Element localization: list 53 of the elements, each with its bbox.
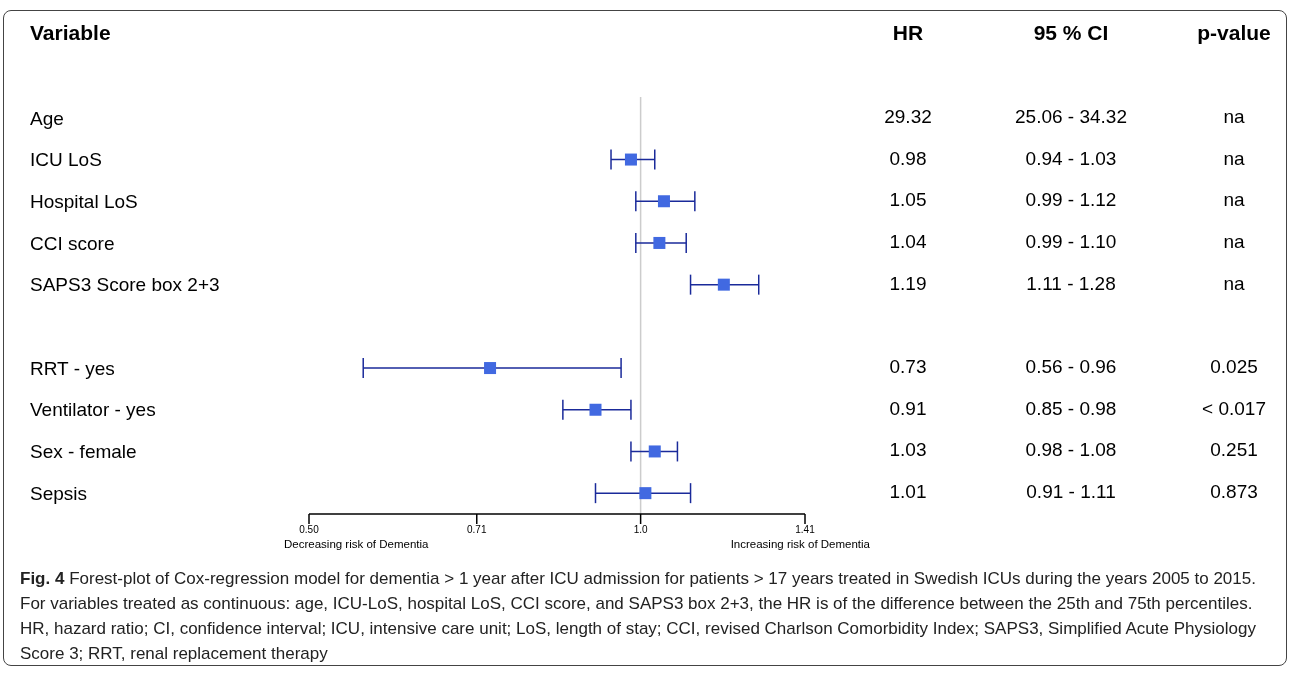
data-label: 1.05 — [889, 189, 927, 211]
y-tick-label: ICU LoS — [30, 149, 102, 171]
text: na — [1223, 272, 1245, 294]
y-tick-label: SAPS3 Score box 2+3 — [30, 274, 220, 296]
text: 0.873 — [1210, 481, 1258, 503]
x-tick-label: 0.71 — [467, 524, 487, 536]
text: na — [1223, 230, 1245, 252]
data-label: 0.91 — [889, 397, 927, 419]
text: na — [1223, 147, 1245, 169]
point — [657, 195, 670, 208]
text: 0.94 - 1.03 — [1025, 147, 1117, 169]
text: na — [1223, 189, 1245, 211]
text: 0.56 - 0.96 — [1025, 356, 1117, 378]
x-tick-label: 1.0 — [633, 524, 649, 536]
text: HR — [892, 20, 924, 44]
text: na — [1223, 105, 1245, 127]
data-label: 1.04 — [889, 230, 927, 252]
x-tick-label: 0.50 — [299, 524, 320, 536]
text: 0.025 — [1210, 356, 1258, 378]
caption: Fig. 4 Forest-plot of Cox-regression model for dementia > 1 year after ICU admission for patients > 17 years treated in Swedish ICUs during the years 2005 to 2015. For variables treated as continuous: age, ICU-LoS, hospital LoS, CCI score, and SAPS3 box 2+3, the HR is of the difference between the 25th and 75th percentiles. HR, hazard ratio; CI, confidence interval; ICU, intensive care unit; LoS, length of stay; CCI, revised Charlson Comorbidity Index; SAPS3, Simplified Acute Physiology Score 3; RRT, renal replacement therapy — [20, 568, 1257, 665]
text: Increasing risk of Dementia — [730, 538, 871, 550]
text: 25.06 - 34.32 — [1015, 105, 1127, 127]
data-label: 0.98 — [889, 147, 927, 169]
y-tick-label: CCI score — [30, 232, 115, 254]
point — [639, 487, 652, 500]
text: < 0.017 — [1202, 397, 1266, 419]
text: 29.32 — [884, 105, 932, 127]
point — [589, 403, 602, 416]
text: 0.98 - 1.08 — [1025, 439, 1117, 461]
text: 95 % CI — [1033, 20, 1109, 44]
text: 0.85 - 0.98 — [1025, 397, 1117, 419]
y-tick-label: Hospital LoS — [30, 190, 138, 212]
point — [653, 236, 666, 249]
data-label: 1.19 — [889, 272, 927, 294]
text: 0.91 - 1.11 — [1026, 481, 1116, 503]
text: 0.99 - 1.12 — [1025, 189, 1117, 211]
point — [624, 153, 637, 166]
text: 1.11 - 1.28 — [1026, 272, 1116, 294]
y-tick-label: Age — [30, 107, 64, 129]
y-tick-label: Sepsis — [30, 482, 88, 504]
data-label: 0.73 — [889, 356, 927, 378]
data-label: 1.01 — [889, 481, 927, 503]
y-tick-label: RRT - yes — [30, 357, 115, 379]
y-tick-label: Ventilator - yes — [30, 399, 156, 421]
text: 0.99 - 1.10 — [1025, 230, 1117, 252]
text: p-value — [1197, 20, 1271, 44]
point — [648, 445, 661, 458]
y-tick-label: Sex - female — [30, 441, 137, 463]
data-label: 1.03 — [889, 439, 927, 461]
text: Decreasing risk of Dementia — [284, 538, 430, 550]
text: Variable — [30, 20, 111, 44]
x-tick-label: 1.41 — [795, 524, 816, 536]
text: 0.251 — [1210, 439, 1258, 461]
